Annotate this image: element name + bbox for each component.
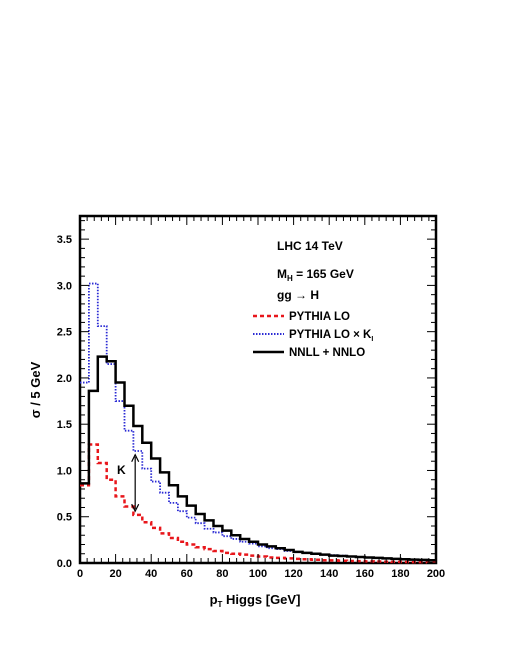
y-axis-title: σ / 5 GeV	[28, 361, 43, 418]
k-arrow-head-up	[131, 453, 140, 463]
mass-symbol: M	[277, 267, 287, 281]
series-line-2	[80, 355, 436, 562]
x-axis-title-rest: Higgs [GeV]	[222, 592, 300, 607]
mass-annotation: MH = 165 GeV	[277, 267, 354, 283]
legend-label-pythia-lo-k: PYTHIA LO × KI	[289, 329, 373, 343]
x-tick-label: 0	[77, 568, 83, 580]
series-group	[80, 282, 436, 564]
x-tick-label: 40	[145, 568, 157, 580]
mass-value: = 165 GeV	[293, 267, 354, 281]
x-tick-label: 20	[109, 568, 121, 580]
k-factor-label: K	[117, 463, 126, 477]
x-tick-label: 80	[216, 568, 228, 580]
legend-label-pythia-lo: PYTHIA LO	[289, 311, 350, 323]
y-tick-label: 3.0	[57, 280, 72, 292]
plot-frame-group	[78, 214, 438, 565]
x-tick-label: 120	[284, 568, 302, 580]
x-tick-label: 60	[181, 568, 193, 580]
legend: PYTHIA LO PYTHIA LO × KI NNLL + NNLO	[253, 311, 373, 359]
axis-titles: pT Higgs [GeV] σ / 5 GeV	[28, 361, 300, 609]
x-tick-label: 140	[320, 568, 338, 580]
y-tick-label: 1.0	[57, 465, 72, 477]
y-tick-label: 0.5	[57, 512, 72, 524]
y-tick-label: 1.5	[57, 419, 72, 431]
x-axis-title-main: p	[210, 592, 218, 607]
plot-frame	[78, 214, 438, 565]
legend-label-pythia-lo-k-sub: I	[371, 336, 373, 343]
x-tick-label: 200	[427, 568, 445, 580]
y-tick-label: 0.0	[57, 558, 72, 570]
x-tick-label: 100	[249, 568, 267, 580]
process-annotation: gg → H	[277, 288, 319, 302]
annotation-group: LHC 14 TeV MH = 165 GeV gg → H K	[117, 239, 354, 477]
y-tick-label: 2.0	[57, 373, 72, 385]
y-tick-label: 3.5	[57, 234, 72, 246]
ticks-group: 0 20 40 60 80 100 120 140 160 180 200 0.0 0.5 1.0 1.5 2…	[57, 216, 445, 580]
header-annotation: LHC 14 TeV	[277, 239, 343, 253]
x-tick-label: 180	[391, 568, 409, 580]
mass-subscript: H	[287, 274, 293, 283]
y-tick-label: 2.5	[57, 327, 72, 339]
k-arrow-head-down	[131, 503, 140, 513]
legend-label-nnll-nnlo: NNLL + NNLO	[289, 347, 365, 359]
x-axis-title: pT Higgs [GeV]	[210, 592, 301, 609]
x-tick-label: 160	[356, 568, 374, 580]
x-axis-title-sub: T	[218, 600, 223, 609]
legend-label-pythia-lo-k-main: PYTHIA LO × K	[289, 329, 372, 341]
